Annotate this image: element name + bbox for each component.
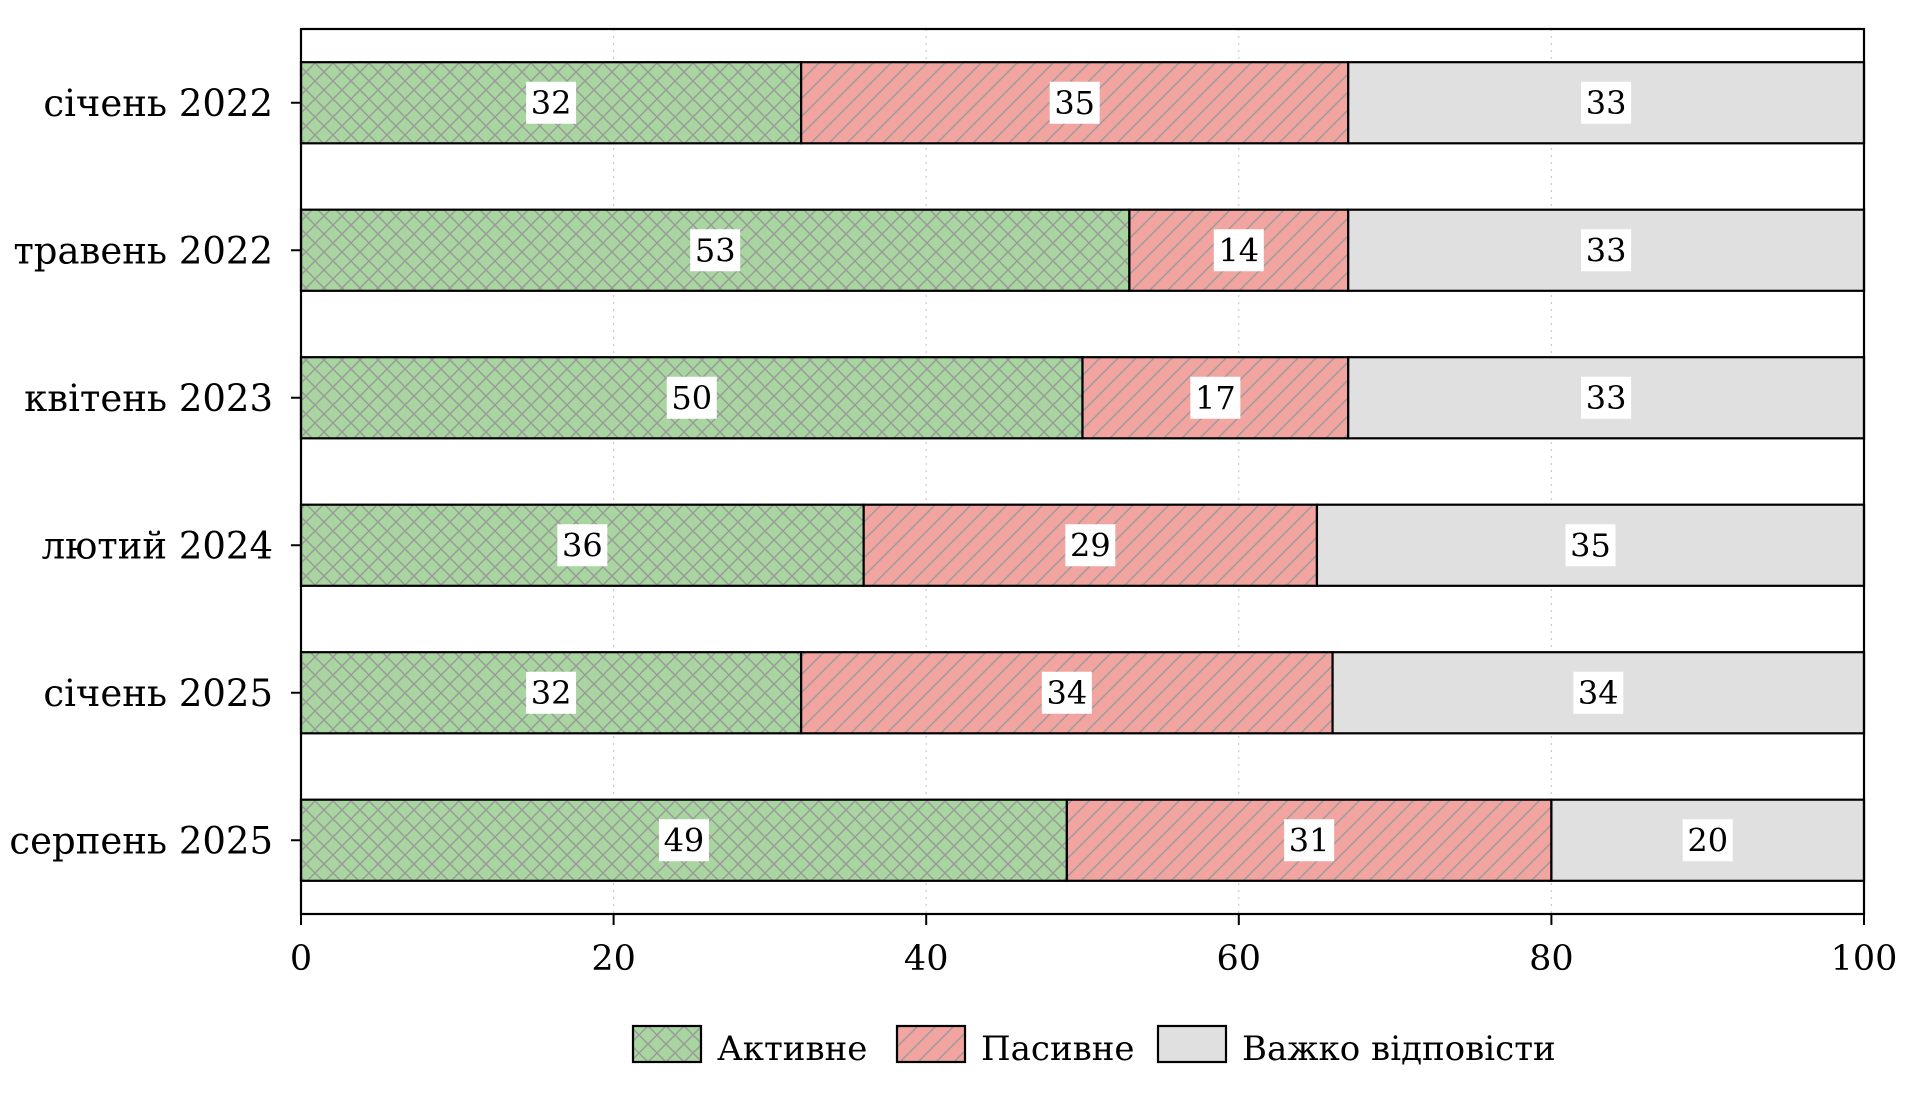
- data-label-box: [1581, 376, 1632, 419]
- data-label-box: [1565, 524, 1616, 567]
- grid: [612, 29, 1553, 914]
- x-tick-label: 60: [1217, 939, 1262, 979]
- data-label-box: [1581, 229, 1632, 272]
- legend-swatch-hatch: [633, 1026, 701, 1062]
- y-tick-label: січень 2025: [43, 672, 273, 715]
- data-label-box: [1213, 229, 1264, 272]
- data-label: 32: [531, 84, 572, 122]
- data-label: 33: [1586, 379, 1627, 417]
- data-label-box: [1573, 671, 1624, 714]
- x-tick-label: 20: [591, 939, 636, 979]
- data-label: 33: [1586, 84, 1627, 122]
- data-label: 34: [1047, 674, 1088, 712]
- y-tick-label: лютий 2024: [42, 524, 273, 567]
- y-tick-label: квітень 2023: [24, 377, 273, 420]
- data-label: 50: [671, 379, 712, 417]
- legend-label: Активне: [717, 1029, 867, 1069]
- x-tick-label: 0: [290, 939, 312, 979]
- x-tick-label: 100: [1831, 939, 1898, 979]
- data-label: 33: [1586, 231, 1627, 269]
- data-label: 32: [531, 674, 572, 712]
- data-label: 35: [1570, 526, 1611, 564]
- data-label: 20: [1687, 821, 1728, 859]
- data-label: 29: [1070, 526, 1111, 564]
- data-label-box: [1065, 524, 1116, 567]
- data-label: 34: [1578, 674, 1619, 712]
- legend: Активне Пасивне Важко відповісти: [631, 1024, 1556, 1069]
- x-tick-label: 80: [1529, 939, 1574, 979]
- legend-swatch-outline: [1156, 1024, 1228, 1064]
- data-label-box: [690, 229, 741, 272]
- data-label-box: [1682, 819, 1733, 862]
- data-label: 14: [1218, 231, 1259, 269]
- data-label: 17: [1195, 379, 1236, 417]
- axes: січень 2022 травень 2022 квітень 2023 лютий…: [9, 27, 1898, 979]
- y-tick-label: серпень 2025: [9, 819, 273, 862]
- data-label-box: [1041, 671, 1092, 714]
- data-label-box: [1049, 81, 1100, 124]
- data-label-box: [1190, 376, 1241, 419]
- x-tick-label: 40: [904, 939, 949, 979]
- legend-label: Пасивне: [981, 1029, 1135, 1069]
- data-label: 31: [1289, 821, 1330, 859]
- legend-swatch-outline: [895, 1024, 967, 1064]
- data-label-box: [1284, 819, 1335, 862]
- legend-swatch-hatch: [897, 1026, 965, 1062]
- data-label-box: [666, 376, 717, 419]
- data-label: 36: [562, 526, 603, 564]
- y-tick-label: січень 2022: [43, 82, 273, 125]
- legend-swatch: [1158, 1026, 1226, 1062]
- legend-swatch-outline: [631, 1024, 703, 1064]
- data-label: 53: [695, 231, 736, 269]
- legend-label: Важко відповісти: [1242, 1029, 1556, 1069]
- plot-frame: [299, 27, 1866, 916]
- data-labels: 32 35 33 53 14 33 50 17 33 36 29 35 32 34 34 49 31 20: [526, 81, 1733, 862]
- data-label-box: [658, 819, 709, 862]
- data-label-box: [526, 81, 577, 124]
- data-label-box: [557, 524, 608, 567]
- data-label: 49: [664, 821, 705, 859]
- y-tick-label: травень 2022: [13, 229, 273, 272]
- data-label: 35: [1054, 84, 1095, 122]
- data-label-box: [1581, 81, 1632, 124]
- bars: [299, 61, 1866, 882]
- data-label-box: [526, 671, 577, 714]
